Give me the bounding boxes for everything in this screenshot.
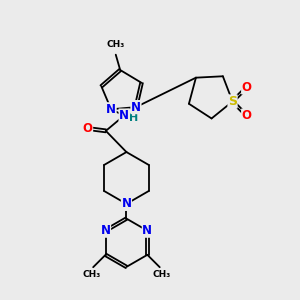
Text: N: N <box>106 103 116 116</box>
Text: N: N <box>122 197 131 210</box>
Text: CH₃: CH₃ <box>106 40 125 50</box>
Text: O: O <box>82 122 93 135</box>
Text: N: N <box>131 100 141 114</box>
Text: O: O <box>242 109 252 122</box>
Text: CH₃: CH₃ <box>82 270 101 279</box>
Text: H: H <box>129 113 138 124</box>
Text: CH₃: CH₃ <box>152 270 170 279</box>
Text: N: N <box>142 224 152 237</box>
Text: N: N <box>119 109 129 122</box>
Text: O: O <box>242 81 252 94</box>
Text: S: S <box>228 95 237 108</box>
Text: N: N <box>100 224 110 237</box>
